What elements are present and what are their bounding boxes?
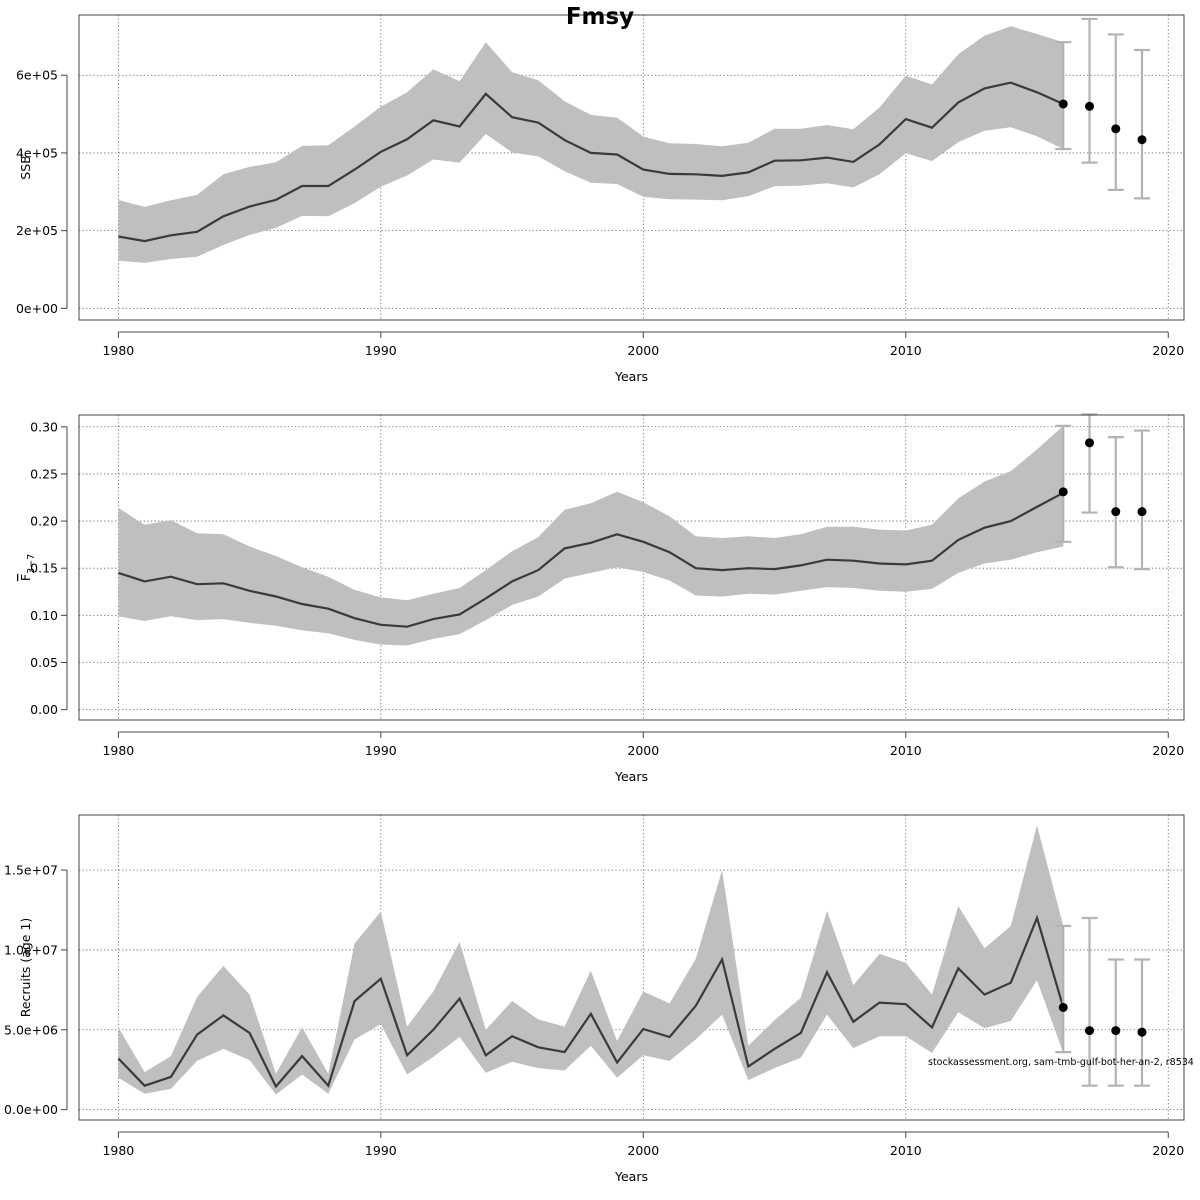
ssb-x-tick-label-2010: 2010 — [890, 343, 922, 358]
ssb-y-tick-label-1: 2e+05 — [16, 223, 58, 238]
recruits-x-tick-label-2010: 2010 — [890, 1143, 922, 1158]
fbar-y-axis-label: F3−7 — [18, 554, 37, 581]
ssb-x-tick-label-1980: 1980 — [102, 343, 134, 358]
ssb-confidence-band — [118, 26, 1064, 263]
fbar-y-tick-label-1: 0.05 — [30, 655, 58, 670]
fbar-x-axis-label: Years — [614, 769, 648, 784]
fbar-forecast-point-2019 — [1137, 507, 1147, 517]
credit-label: stockassessment.org, sam-tmb-gulf-bot-he… — [928, 1057, 1194, 1068]
recruits-x-tick-label-1980: 1980 — [102, 1143, 134, 1158]
ssb-forecast-point-2018 — [1111, 124, 1121, 134]
fbar-x-tick-label-2000: 2000 — [627, 743, 659, 758]
fbar-forecast-point-2016 — [1058, 487, 1068, 497]
recruits-forecast-point-2017 — [1085, 1026, 1095, 1036]
fbar-y-tick-label-3: 0.15 — [30, 561, 58, 576]
ssb-panel: 1980 1990 2000 2010 2020 Years 0e+00 2e+05 4e+05… — [16, 14, 1185, 384]
ssb-estimate-line — [118, 81, 1064, 243]
ssb-plot-frame — [78, 14, 1185, 321]
recruits-y-axis-label: Recruits (age 1) — [18, 918, 33, 1018]
recruits-panel: 1980 1990 2000 2010 2020 Years 0.0e+00 5.0e+06 1… — [4, 814, 1185, 1184]
fbar-forecast-point-2018 — [1111, 507, 1121, 517]
ssb-x-tick-label-2000: 2000 — [627, 343, 659, 358]
fbar-y-tick-label-5: 0.25 — [30, 466, 58, 481]
fbar-x-tick-label-2020: 2020 — [1152, 743, 1184, 758]
recruits-forecast-point-2019 — [1137, 1027, 1147, 1037]
fbar-confidence-band — [118, 425, 1064, 646]
recruits-y-tick-label-2: 1.0e+07 — [4, 942, 58, 957]
fbar-panel: 1980 1990 2000 2010 2020 Years 0.00 0.05 0.10 0.1… — [18, 413, 1185, 784]
recruits-x-tick-label-2020: 2020 — [1152, 1143, 1184, 1158]
fbar-x-tick-label-1990: 1990 — [365, 743, 397, 758]
figure-title: Fmsy — [566, 4, 634, 30]
fbar-plot-frame — [78, 414, 1185, 721]
ssb-x-tick-label-2020: 2020 — [1152, 343, 1184, 358]
recruits-forecast-point-2018 — [1111, 1026, 1121, 1036]
ssb-y-axis-label: SSB — [18, 155, 33, 179]
recruits-confidence-band — [118, 825, 1064, 1095]
ssb-x-axis-label: Years — [614, 369, 648, 384]
ssb-y-tick-label-3: 6e+05 — [16, 68, 58, 83]
fbar-y-tick-label-4: 0.20 — [30, 514, 58, 529]
ssb-x-tick-label-1990: 1990 — [365, 343, 397, 358]
fbar-y-tick-label-6: 0.30 — [30, 419, 58, 434]
ssb-forecast-point-2017 — [1085, 101, 1095, 111]
recruits-forecast-point-2016 — [1058, 1002, 1068, 1012]
recruits-y-tick-label-1: 5.0e+06 — [4, 1022, 58, 1037]
recruits-x-axis-label: Years — [614, 1169, 648, 1184]
fbar-x-tick-label-1980: 1980 — [102, 743, 134, 758]
ssb-forecast-point-2019 — [1137, 135, 1147, 145]
ssb-y-tick-label-2: 4e+05 — [16, 145, 58, 160]
fbar-y-tick-label-2: 0.10 — [30, 608, 58, 623]
recruits-x-tick-label-1990: 1990 — [365, 1143, 397, 1158]
fbar-y-tick-label-0: 0.00 — [30, 702, 58, 717]
recruits-y-tick-label-0: 0.0e+00 — [4, 1102, 58, 1117]
ssb-y-tick-label-0: 0e+00 — [16, 301, 58, 316]
fbar-x-tick-label-2010: 2010 — [890, 743, 922, 758]
fbar-forecast-point-2017 — [1085, 438, 1095, 448]
recruits-y-tick-label-3: 1.5e+07 — [4, 863, 58, 878]
recruits-estimate-line — [117, 914, 1065, 1089]
fbar-estimate-line — [118, 491, 1064, 628]
recruits-x-tick-label-2000: 2000 — [627, 1143, 659, 1158]
recruits-plot-frame — [78, 814, 1185, 1121]
ssb-forecast-point-2016 — [1058, 99, 1068, 109]
